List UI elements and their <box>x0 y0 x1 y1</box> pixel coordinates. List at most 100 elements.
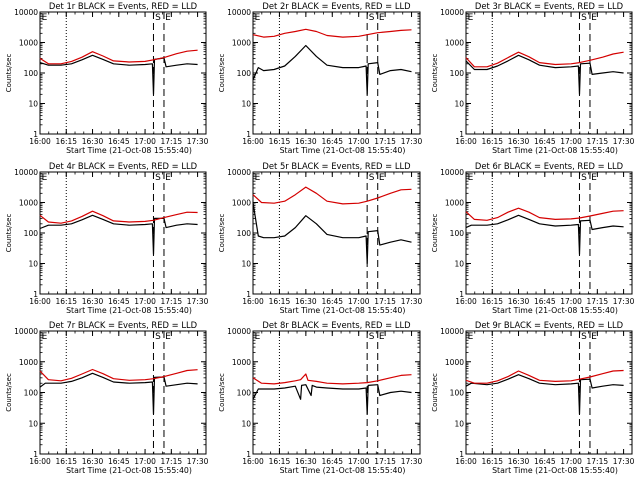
x-tick-label: 17:00 <box>560 457 582 466</box>
x-tick-label: 16:00 <box>29 137 51 146</box>
chart-title: Det 9r BLACK = Events, RED = LLD <box>475 320 623 330</box>
x-tick-label: 17:30 <box>613 457 635 466</box>
x-tick-label: 16:15 <box>55 297 77 306</box>
x-tick-label: 17:30 <box>187 457 209 466</box>
y-axis-label: Counts/sec <box>431 214 439 253</box>
y-tick-label: 100 <box>24 69 39 78</box>
series-line-events <box>39 214 198 255</box>
series-line-events <box>252 384 412 415</box>
y-tick-label: 100 <box>24 389 39 398</box>
x-tick-label: 16:00 <box>455 457 477 466</box>
chart-title: Det 5r BLACK = Events, RED = LLD <box>262 161 410 171</box>
chart-panel-3: Det 3r BLACK = Events, RED = LLD 1 10 100 10… <box>431 1 635 155</box>
x-tick-label: 16:45 <box>108 457 130 466</box>
x-tick-label: 16:30 <box>295 297 317 306</box>
series-line-events <box>39 54 198 95</box>
y-tick-label: 100 <box>237 69 252 78</box>
chart-panel-8: Det 8r BLACK = Events, RED = LLD 1 10 100 10… <box>218 320 423 475</box>
x-tick-label: 16:30 <box>508 297 530 306</box>
series-line-lld <box>39 210 198 224</box>
x-tick-label: 16:15 <box>269 457 291 466</box>
series-line-events <box>252 202 412 265</box>
x-tick-label: 16:30 <box>295 137 317 146</box>
y-tick-label: 1 <box>246 290 251 299</box>
y-tick-label: 10000 <box>440 327 464 336</box>
y-tick-label: 100 <box>237 389 252 398</box>
y-tick-label: 1000 <box>232 199 251 208</box>
x-axis-label: Start Time (21-Oct-08 15:55:40) <box>66 466 192 475</box>
y-tick-label: 1 <box>459 130 464 139</box>
x-tick-label: 17:15 <box>161 137 183 146</box>
marker-letter: S <box>581 173 587 183</box>
marker-letter: S <box>369 13 375 23</box>
x-tick-label: 17:15 <box>374 137 396 146</box>
series-line-lld <box>252 186 412 205</box>
y-tick-label: 1 <box>459 290 464 299</box>
y-tick-label: 1000 <box>19 199 38 208</box>
marker-letter: E <box>165 173 171 183</box>
x-tick-label: 17:30 <box>613 137 635 146</box>
y-tick-label: 100 <box>450 389 465 398</box>
y-tick-label: 100 <box>450 229 465 238</box>
chart-panel-9: Det 9r BLACK = Events, RED = LLD 1 10 100 10… <box>431 320 635 475</box>
x-tick-label: 17:30 <box>187 137 209 146</box>
x-tick-label: 16:15 <box>481 137 503 146</box>
y-tick-label: 10000 <box>227 8 251 17</box>
y-tick-label: 1000 <box>19 39 38 48</box>
chart-panel-1: Det 1r BLACK = Events, RED = LLD 1 10 100 10… <box>5 1 209 155</box>
marker-letter: S <box>155 332 161 342</box>
marker-letter: E <box>379 332 385 342</box>
plot-frame <box>252 171 421 295</box>
x-tick-label: 16:45 <box>321 297 343 306</box>
x-tick-label: 16:15 <box>481 297 503 306</box>
x-axis-label: Start Time (21-Oct-08 15:55:40) <box>492 306 618 315</box>
marker-letter: E <box>379 173 385 183</box>
y-tick-label: 10000 <box>14 327 38 336</box>
y-axis-label: Counts/sec <box>431 54 439 93</box>
marker-letter: E <box>165 13 171 23</box>
marker-letter: S <box>369 332 375 342</box>
chart-panel-4: Det 4r BLACK = Events, RED = LLD 1 10 100 10… <box>5 161 209 315</box>
y-tick-label: 1 <box>33 290 38 299</box>
x-tick-label: 16:45 <box>321 137 343 146</box>
chart-panel-2: Det 2r BLACK = Events, RED = LLD 1 10 100 10… <box>218 1 423 155</box>
x-tick-label: 17:30 <box>187 297 209 306</box>
series-line-lld <box>39 49 198 65</box>
y-tick-label: 1000 <box>445 39 464 48</box>
chart-title: Det 6r BLACK = Events, RED = LLD <box>475 161 623 171</box>
chart-panel-7: Det 7r BLACK = Events, RED = LLD 1 10 100 10… <box>5 320 209 475</box>
chart-title: Det 7r BLACK = Events, RED = LLD <box>49 320 197 330</box>
marker-letter-left: E <box>468 13 474 23</box>
y-tick-label: 1000 <box>445 358 464 367</box>
x-tick-label: 16:00 <box>242 137 264 146</box>
y-tick-label: 1 <box>33 450 38 459</box>
y-axis-label: Counts/sec <box>5 373 13 412</box>
marker-letter-left: E <box>255 13 261 23</box>
x-axis-label: Start Time (21-Oct-08 15:55:40) <box>492 466 618 475</box>
y-tick-label: 10 <box>28 100 38 109</box>
series-line-lld <box>465 369 624 384</box>
marker-letter: E <box>165 332 171 342</box>
y-tick-label: 10000 <box>227 327 251 336</box>
x-tick-label: 17:15 <box>587 137 609 146</box>
x-tick-label: 16:00 <box>242 297 264 306</box>
x-tick-label: 16:15 <box>269 297 291 306</box>
y-axis-label: Counts/sec <box>431 373 439 412</box>
y-axis-label: Counts/sec <box>218 54 226 93</box>
x-tick-label: 17:00 <box>348 297 370 306</box>
y-tick-label: 1 <box>459 450 464 459</box>
y-tick-label: 1 <box>246 130 251 139</box>
x-tick-label: 16:45 <box>321 457 343 466</box>
y-axis-label: Counts/sec <box>5 54 13 93</box>
marker-letter-left: E <box>42 332 48 342</box>
plot-frame <box>465 171 633 295</box>
x-tick-label: 16:45 <box>534 137 556 146</box>
y-tick-label: 10000 <box>14 8 38 17</box>
y-tick-label: 10000 <box>440 168 464 177</box>
x-tick-label: 16:45 <box>108 297 130 306</box>
x-tick-label: 16:30 <box>82 457 104 466</box>
x-tick-label: 16:15 <box>269 137 291 146</box>
x-tick-label: 16:00 <box>29 297 51 306</box>
y-tick-label: 10 <box>241 260 251 269</box>
